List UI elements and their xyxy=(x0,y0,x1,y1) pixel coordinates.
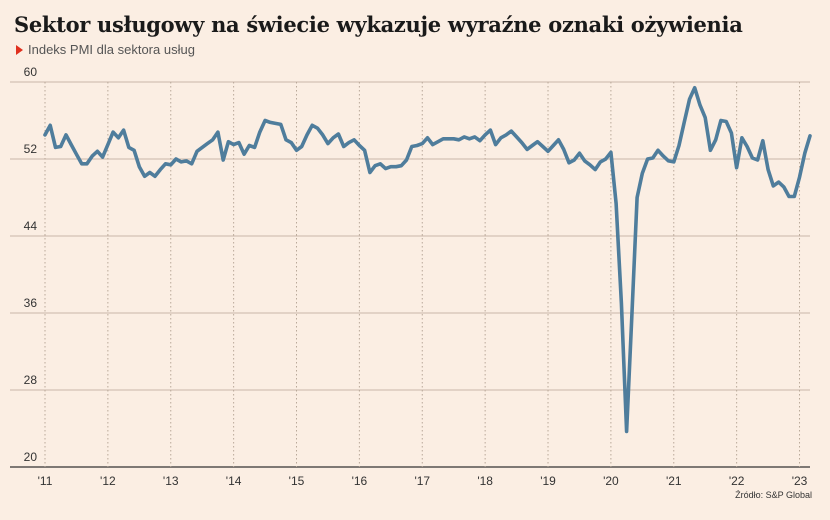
x-tick-label: '13 xyxy=(163,474,179,488)
x-tick-label: '19 xyxy=(540,474,556,488)
x-tick-label: '20 xyxy=(603,474,619,488)
x-tick-label: '18 xyxy=(477,474,493,488)
x-axis-labels: '11 '12 '13 '14 '15 '16 '17 '18 '19 '20 '21 '22 '23 xyxy=(38,474,808,488)
x-tick-label: '16 xyxy=(352,474,368,488)
triangle-marker-icon xyxy=(16,44,23,55)
source-note: Źródło: S&P Global xyxy=(735,490,812,500)
x-tick-label: '12 xyxy=(100,474,116,488)
y-tick-label: 44 xyxy=(24,219,38,233)
x-tick-label: '23 xyxy=(792,474,808,488)
series-line-0 xyxy=(43,86,812,434)
x-tick-label: '22 xyxy=(729,474,745,488)
chart-grid xyxy=(10,81,810,468)
y-tick-label: 52 xyxy=(24,142,38,156)
x-tick-label: '21 xyxy=(666,474,682,488)
chart-subtitle-row: Indeks PMI dla sektora usług xyxy=(16,42,195,57)
y-tick-label: 36 xyxy=(24,296,38,310)
y-axis-labels: 20 28 36 44 52 60 xyxy=(24,65,38,464)
x-tick-label: '14 xyxy=(226,474,242,488)
chart-subtitle: Indeks PMI dla sektora usług xyxy=(28,42,195,57)
y-tick-label: 20 xyxy=(24,450,38,464)
y-tick-label: 28 xyxy=(24,373,38,387)
chart-series xyxy=(43,86,812,434)
y-tick-label: 60 xyxy=(24,65,38,79)
x-tick-label: '17 xyxy=(414,474,430,488)
x-tick-label: '15 xyxy=(289,474,305,488)
chart-title: Sektor usługowy na świecie wykazuje wyra… xyxy=(14,12,743,37)
x-tick-label: '11 xyxy=(38,474,53,488)
